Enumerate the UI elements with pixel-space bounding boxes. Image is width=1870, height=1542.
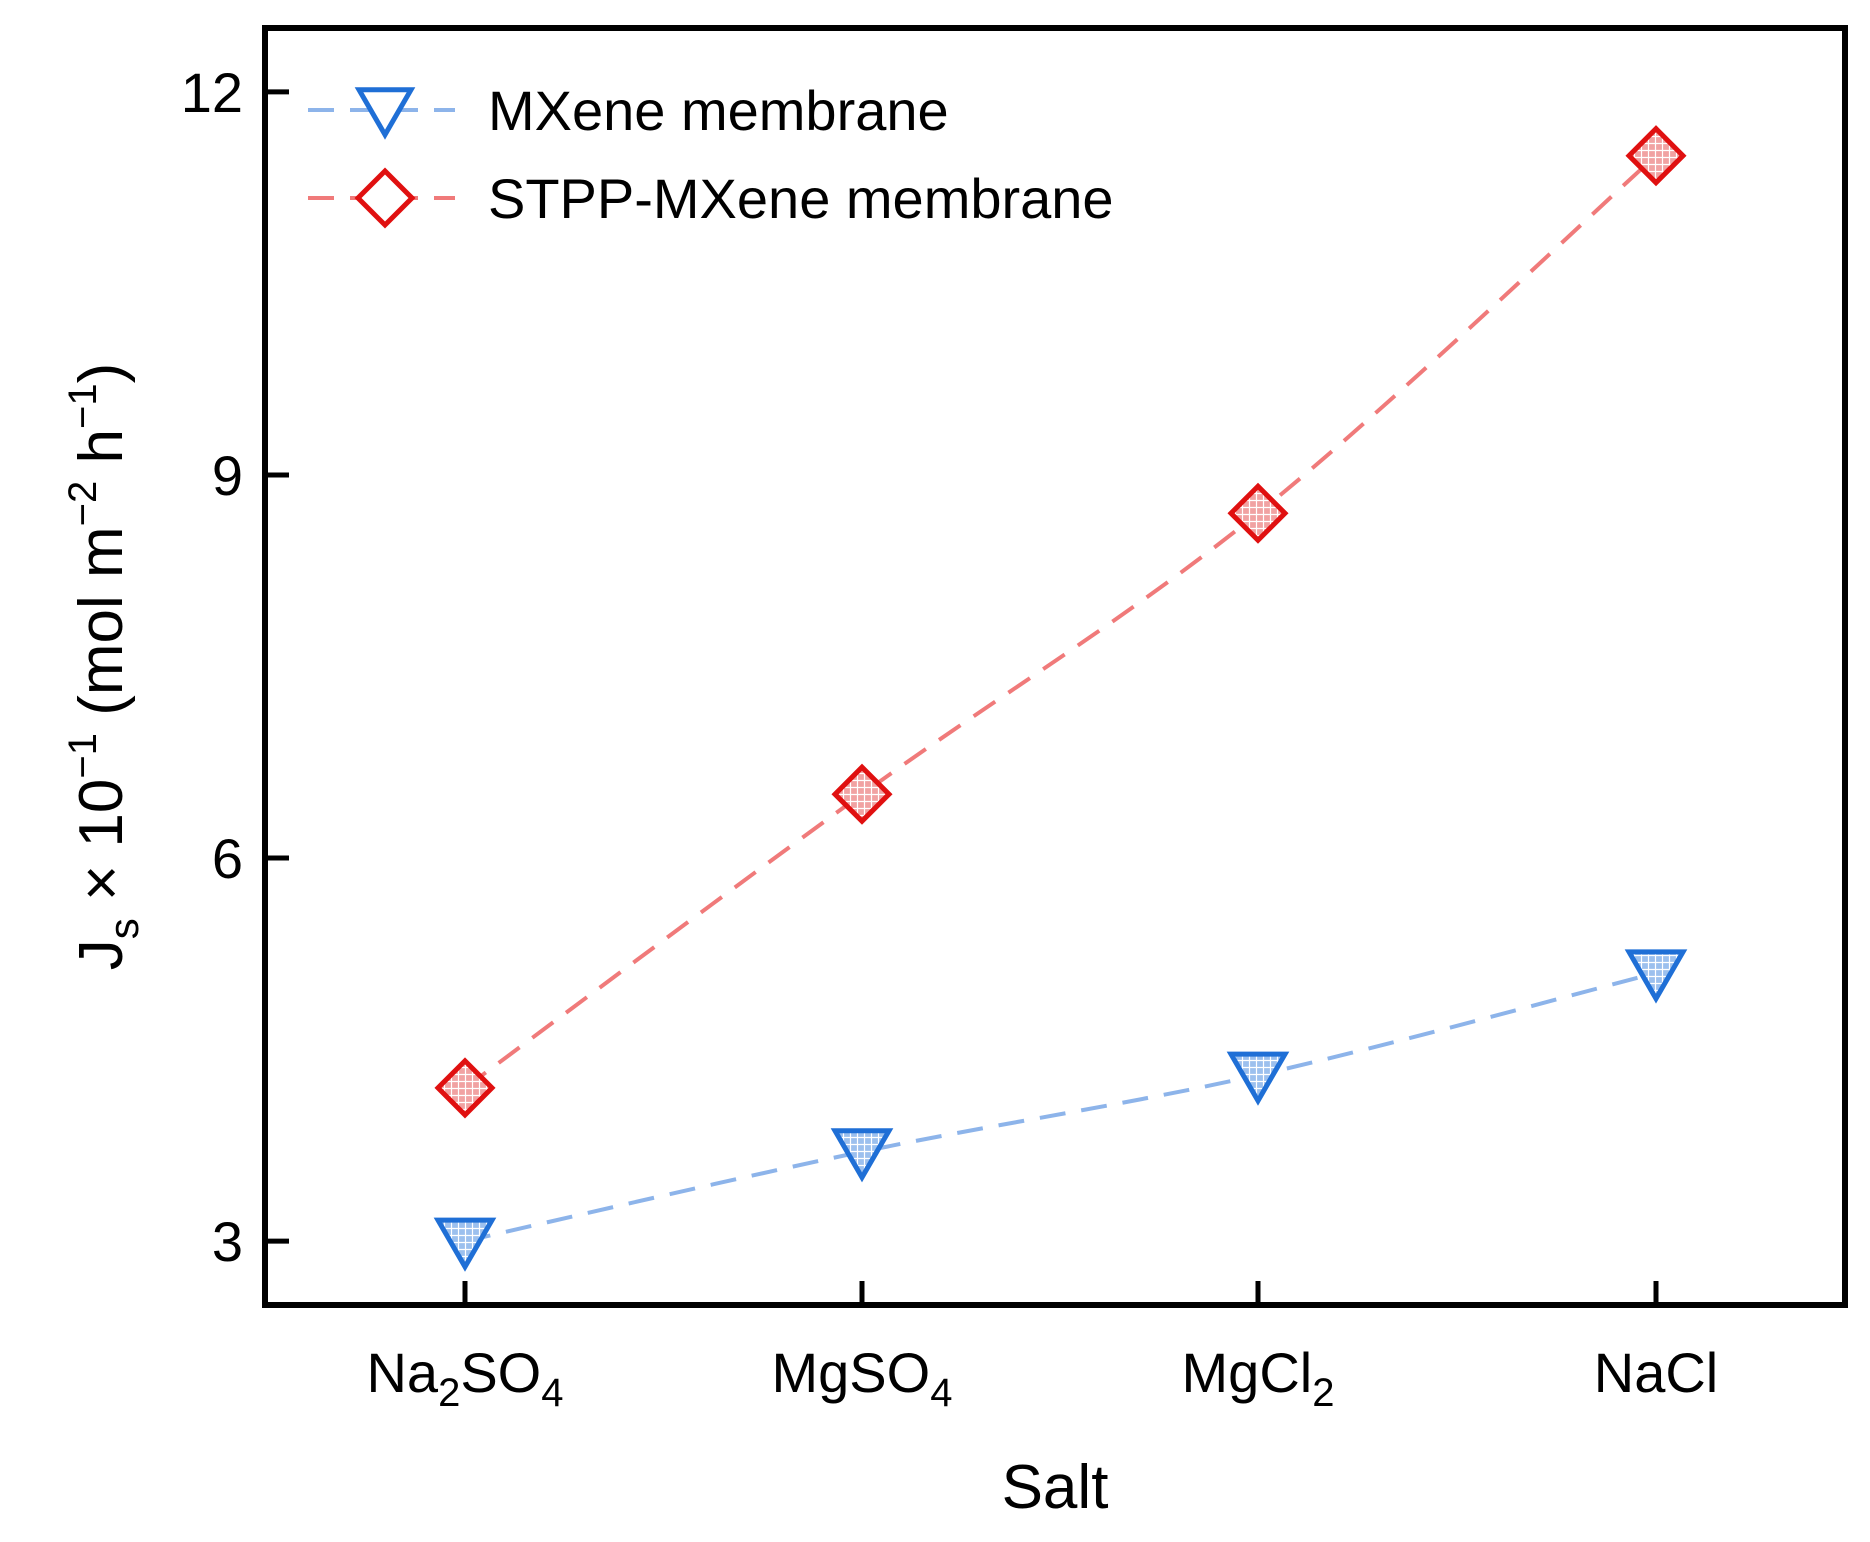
x-tick-label: MgCl2 <box>1182 1341 1335 1415</box>
legend-label: STPP-MXene membrane <box>488 167 1114 230</box>
legend: MXene membrane STPP-MXene membrane <box>308 79 1114 230</box>
y-axis-title-main: J <box>67 939 136 970</box>
legend-item: MXene membrane <box>308 79 949 142</box>
y-tick-label: 3 <box>212 1210 243 1273</box>
y-axis-title-unit1: (mol m <box>67 526 136 733</box>
plot-frame <box>262 25 1848 1308</box>
series-line <box>464 971 1657 1244</box>
y-axis-title-end: ) <box>67 363 136 384</box>
point-marker <box>831 763 893 825</box>
y-axis-title-exp2: −2 <box>61 481 105 527</box>
y-axis-title-exp3: −1 <box>61 383 105 429</box>
series-layer <box>433 125 1688 1272</box>
y-axis-title: Js × 10−1 (mol m−2 h−1) <box>61 363 147 970</box>
point-marker <box>1226 1051 1290 1106</box>
x-tick-label: NaCl <box>1594 1341 1718 1404</box>
legend-marker <box>354 167 416 229</box>
point-marker <box>830 1128 894 1183</box>
x-tick-label: Na2SO4 <box>366 1341 563 1415</box>
point-marker <box>1624 949 1688 1004</box>
y-axis-title-exp1: −1 <box>61 733 105 779</box>
y-tick-label: 9 <box>212 444 243 507</box>
y-tick-label: 6 <box>212 827 243 890</box>
legend-label: MXene membrane <box>488 79 949 142</box>
series-mxene <box>433 949 1688 1272</box>
y-tick-label: 12 <box>181 61 243 124</box>
series-stpp-mxene <box>434 125 1687 1119</box>
point-marker <box>433 1217 497 1272</box>
point-marker <box>1625 125 1687 187</box>
point-marker <box>434 1057 496 1119</box>
x-tick-label: MgSO4 <box>772 1341 953 1415</box>
legend-item: STPP-MXene membrane <box>308 167 1114 230</box>
legend-marker <box>354 87 416 140</box>
y-axis-title-subscript: s <box>100 918 147 939</box>
series-line <box>463 154 1658 1090</box>
y-axis: 3 6 9 12 <box>181 61 289 1273</box>
x-axis: Na2SO4 MgSO4 MgCl2 NaCl <box>366 1281 1718 1415</box>
y-axis-title-multiplier: × 10 <box>67 779 136 919</box>
point-marker <box>1227 482 1289 544</box>
y-axis-title-unit2: h <box>67 429 136 481</box>
x-axis-title: Salt <box>1002 1453 1109 1522</box>
